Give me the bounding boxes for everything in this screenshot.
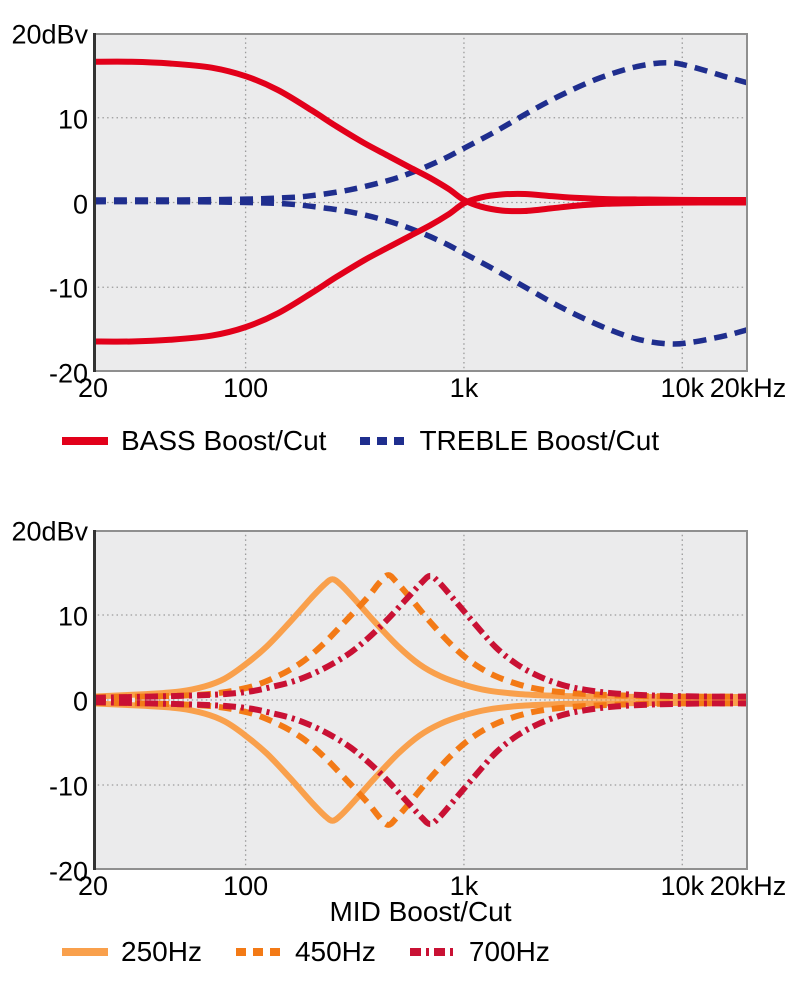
x-tick-label: 20 — [77, 871, 109, 901]
legend-label: 700Hz — [468, 936, 550, 967]
legend-swatch — [62, 437, 108, 445]
x-tick-label: 10k — [660, 373, 705, 403]
legend-swatch — [235, 948, 282, 956]
y-tick-label: 10 — [57, 601, 88, 632]
y-tick-label: 20dBv — [11, 19, 88, 50]
mid-700-boost-curve — [93, 572, 748, 701]
y-tick-label: 20dBv — [11, 516, 88, 547]
x-tick-label: 20 — [77, 373, 109, 403]
x-tick-label: 100 — [223, 373, 269, 403]
legend-item: 250Hz — [62, 936, 202, 968]
legend-label: 250Hz — [121, 936, 202, 967]
mid-axis-title: MID Boost/Cut — [329, 896, 512, 927]
legend-label: TREBLE Boost/Cut — [419, 425, 660, 456]
legend-item: BASS Boost/Cut — [62, 425, 326, 457]
x-tick-label: 10k — [660, 871, 705, 901]
bass-treble-legend: BASS Boost/Cut TREBLE Boost/Cut — [62, 425, 693, 457]
legend-label: 450Hz — [294, 936, 376, 967]
bass-treble-plot-area — [93, 33, 748, 372]
mid-plot-area — [93, 530, 748, 870]
y-tick-label: 0 — [72, 189, 88, 219]
mid-450-boost-curve — [93, 572, 748, 701]
y-tick-label: 10 — [57, 104, 88, 135]
legend-item: 450Hz — [235, 936, 376, 968]
bass-boost-curve — [93, 58, 748, 215]
mid-250-cut-curve — [93, 699, 748, 824]
y-tick-label: -10 — [48, 771, 88, 802]
legend-item: 700Hz — [409, 936, 550, 968]
x-tick-label: 20kHz — [709, 871, 787, 901]
bass-cut-curve — [93, 190, 748, 345]
mid-450-cut-curve — [93, 699, 748, 828]
x-tick-label: 1k — [449, 871, 479, 901]
legend-swatch — [409, 948, 456, 956]
y-tick-label: -20 — [48, 358, 88, 389]
mid-700-cut-curve — [93, 699, 748, 828]
y-tick-label: -20 — [48, 856, 88, 887]
x-tick-label: 100 — [223, 871, 269, 901]
x-tick-label: 20kHz — [709, 373, 787, 403]
legend-swatch — [62, 948, 108, 956]
y-tick-label: 0 — [72, 686, 88, 717]
mid-legend: 250Hz 450Hz 700Hz — [62, 936, 584, 968]
legend-item: TREBLE Boost/Cut — [360, 425, 659, 457]
treble-cut-curve — [93, 198, 748, 347]
treble-boost-curve — [93, 59, 748, 203]
x-tick-label: 1k — [449, 373, 479, 403]
mid-250-boost-curve — [93, 576, 748, 701]
y-tick-label: -10 — [48, 273, 88, 304]
legend-label: BASS Boost/Cut — [121, 425, 327, 456]
legend-swatch — [360, 437, 407, 445]
